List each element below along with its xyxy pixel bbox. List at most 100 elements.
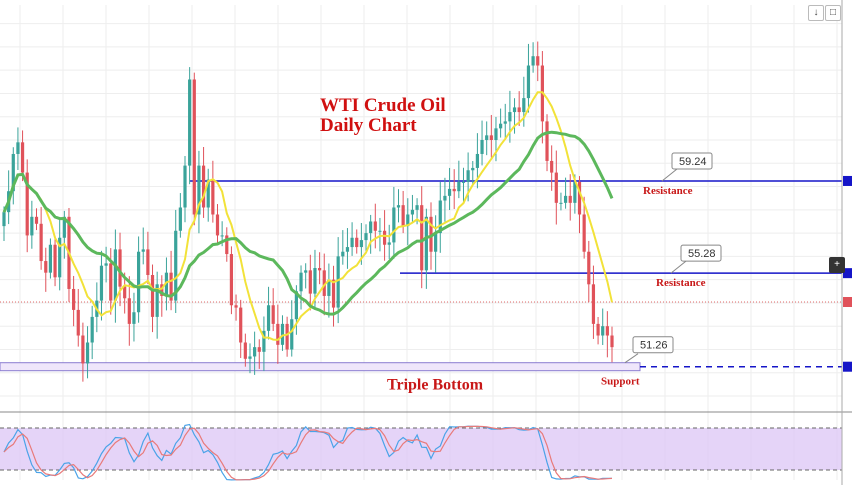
candle-body bbox=[517, 107, 521, 113]
candle-body bbox=[387, 242, 391, 245]
candle-body bbox=[536, 56, 540, 66]
oscillator-panel bbox=[0, 423, 842, 481]
axis-price-marker bbox=[843, 297, 852, 307]
candle-body bbox=[382, 230, 387, 245]
candle-body bbox=[48, 244, 53, 273]
candle-body bbox=[396, 205, 401, 208]
candle-body bbox=[20, 142, 25, 173]
candle-body bbox=[489, 135, 493, 140]
candle-body bbox=[243, 342, 247, 359]
candle-body bbox=[183, 165, 187, 208]
candle-body bbox=[294, 291, 298, 320]
candle-body bbox=[109, 263, 113, 301]
square-icon[interactable]: □ bbox=[825, 5, 841, 21]
candle-body bbox=[392, 207, 396, 243]
candle-body bbox=[25, 172, 29, 236]
candle-body bbox=[499, 123, 503, 129]
candle-body bbox=[104, 263, 108, 266]
arrow-down-icon[interactable]: ↓ bbox=[808, 5, 824, 21]
candle-body bbox=[434, 233, 438, 252]
candle-body bbox=[76, 309, 80, 336]
candle-body bbox=[53, 244, 57, 278]
candle-body bbox=[526, 65, 531, 99]
candle-body bbox=[201, 165, 206, 208]
candle-body bbox=[447, 188, 452, 196]
crosshair-plus-icon[interactable]: + bbox=[829, 257, 845, 273]
candle-body bbox=[99, 265, 104, 301]
candle-body bbox=[322, 270, 326, 296]
resistance-note: Resistance bbox=[643, 185, 693, 197]
axis-price-marker bbox=[843, 175, 852, 186]
support-callout bbox=[632, 336, 674, 354]
candle-body bbox=[331, 279, 336, 308]
candle-body bbox=[429, 216, 433, 252]
candle-body bbox=[457, 181, 461, 192]
candle-body bbox=[150, 275, 155, 317]
candle-body bbox=[299, 272, 303, 292]
candle-body bbox=[308, 270, 312, 294]
candles bbox=[2, 41, 614, 382]
candle-body bbox=[550, 160, 554, 173]
axis-price-marker bbox=[843, 361, 852, 372]
candle-body bbox=[568, 195, 572, 203]
grid-lines bbox=[0, 5, 852, 480]
callout-pointer bbox=[670, 260, 687, 274]
candle-body bbox=[225, 235, 229, 255]
candle-body bbox=[136, 251, 141, 313]
candle-body bbox=[164, 272, 169, 296]
candle-body bbox=[197, 165, 201, 215]
candle-body bbox=[123, 286, 127, 299]
candle-body bbox=[118, 249, 122, 287]
candle-body bbox=[350, 237, 354, 248]
chart-title-line2: Daily Chart bbox=[320, 115, 417, 136]
candle-body bbox=[174, 230, 178, 301]
candle-body bbox=[475, 153, 480, 168]
candle-body bbox=[596, 323, 600, 336]
candle-body bbox=[471, 167, 475, 171]
axis-price-marker bbox=[843, 268, 852, 279]
candle-body bbox=[559, 202, 563, 204]
candle-body bbox=[577, 181, 582, 215]
candle-body bbox=[410, 209, 415, 215]
candle-body bbox=[359, 240, 363, 248]
candle-body bbox=[113, 249, 117, 301]
ma-fast-line bbox=[3, 91, 613, 341]
candle-body bbox=[508, 112, 512, 122]
candle-body bbox=[587, 251, 591, 285]
candle-body bbox=[545, 121, 549, 161]
candle-body bbox=[39, 223, 43, 262]
candle-body bbox=[554, 172, 558, 203]
chart-title-line1: WTI Crude Oil bbox=[320, 95, 446, 116]
candle-body bbox=[276, 323, 280, 345]
candle-body bbox=[290, 319, 294, 350]
candle-body bbox=[58, 237, 62, 278]
candle-body bbox=[62, 216, 66, 238]
candle-body bbox=[16, 142, 20, 154]
candle-body bbox=[262, 330, 266, 352]
candle-body bbox=[11, 153, 15, 192]
moving-averages bbox=[2, 91, 614, 341]
candle-body bbox=[239, 307, 243, 343]
candle-body bbox=[229, 254, 234, 306]
candle-body bbox=[160, 284, 164, 296]
candle-body bbox=[563, 195, 568, 203]
candle-body bbox=[401, 205, 405, 227]
resistance-callout bbox=[671, 152, 713, 170]
candle-body bbox=[369, 221, 373, 234]
candle-body bbox=[378, 230, 382, 232]
candle-body bbox=[480, 140, 484, 154]
candle-body bbox=[271, 305, 275, 324]
candle-body bbox=[234, 305, 238, 308]
candle-body bbox=[169, 272, 173, 301]
candle-body bbox=[30, 216, 34, 236]
candle-body bbox=[522, 98, 526, 113]
candle-body bbox=[248, 356, 252, 359]
candle-body bbox=[178, 207, 182, 231]
candle-body bbox=[211, 179, 215, 215]
candle-body bbox=[253, 347, 257, 357]
pattern-label: Triple Bottom bbox=[387, 377, 484, 394]
candle-body bbox=[127, 298, 131, 324]
candle-body bbox=[485, 135, 489, 140]
candle-body bbox=[512, 107, 517, 113]
